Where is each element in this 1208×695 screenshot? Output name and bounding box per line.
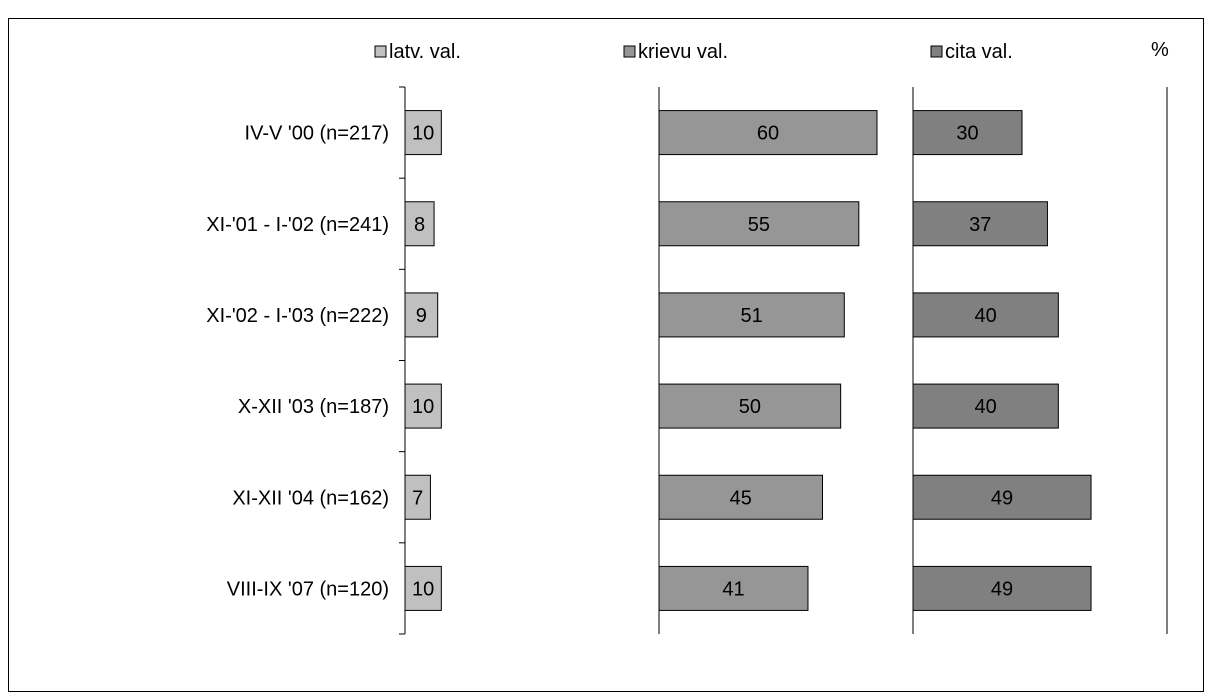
bar-chart: IV-V '00 (n=217) XI-'01 - I-'02 (n=241) XI… [206,39,1169,635]
data-label: 30 [956,123,978,145]
data-label: 45 [730,487,752,509]
data-label: 41 [722,578,744,600]
data-label: 10 [412,396,434,418]
legend-swatch [374,45,387,58]
bar-latv-val [404,474,431,520]
data-label: 40 [975,396,997,418]
bar-latv-val [404,201,435,247]
bar-krievu-val [658,383,842,429]
legend-label: cita val. [945,41,1013,63]
bar-cita-val [912,565,1092,611]
data-label: 49 [991,578,1013,600]
legend-label: krievu val. [638,41,728,63]
bar-krievu-val [658,292,845,338]
bar-krievu-val [658,565,809,611]
bar-cita-val [912,383,1059,429]
data-label: 10 [412,123,434,145]
bar-latv-val [404,565,442,611]
legend-label: latv. val. [389,41,461,63]
data-label: 9 [416,305,427,327]
category-label: X-XII '03 (n=187) [238,396,389,418]
bar-krievu-val [658,201,860,247]
data-label: 49 [991,487,1013,509]
legend-swatch [623,45,636,58]
category-label: XI-'01 - I-'02 (n=241) [206,214,389,236]
data-label: 55 [748,214,770,236]
bar-krievu-val [658,110,878,156]
category-label: XI-XII '04 (n=162) [232,487,389,509]
data-label: 8 [414,214,425,236]
bar-latv-val [404,110,442,156]
bar-latv-val [404,383,442,429]
data-label: 40 [975,305,997,327]
data-label: 60 [757,123,779,145]
bar-cita-val [912,201,1048,247]
legend-swatch [930,45,943,58]
data-label: 51 [741,305,763,327]
bar-cita-val [912,110,1023,156]
data-label: 37 [969,214,991,236]
category-label: VIII-IX '07 (n=120) [227,578,389,600]
bar-cita-val [912,474,1092,520]
data-label: 7 [412,487,423,509]
category-label: XI-'02 - I-'03 (n=222) [206,305,389,327]
category-label: IV-V '00 (n=217) [245,123,389,145]
bar-cita-val [912,292,1059,338]
chart-frame: IV-V '00 (n=217) XI-'01 - I-'02 (n=241) XI… [8,18,1204,692]
unit-label: % [1151,39,1169,61]
bar-krievu-val [658,474,823,520]
data-label: 10 [412,578,434,600]
data-label: 50 [739,396,761,418]
bar-latv-val [404,292,439,338]
